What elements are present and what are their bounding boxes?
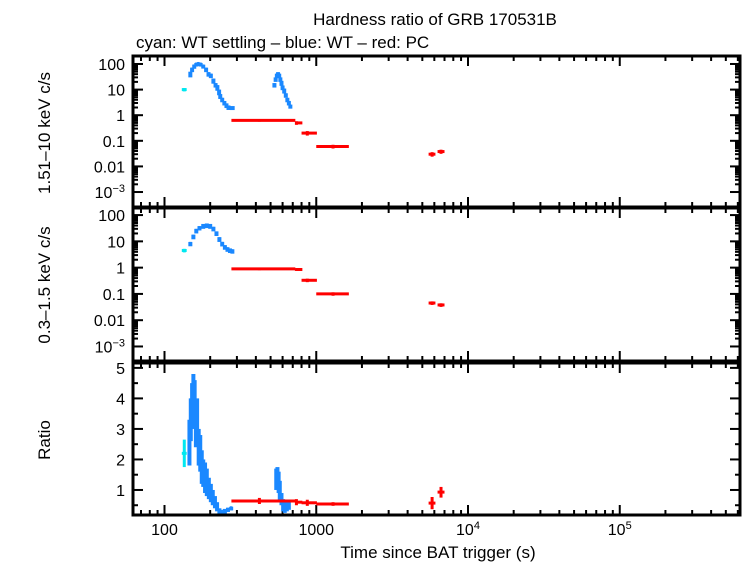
y-tick-label: 0.1	[103, 287, 125, 304]
y-tick-label: 100	[98, 57, 125, 74]
chart-subtitle: cyan: WT settling – blue: WT – red: PC	[136, 33, 429, 52]
y-tick-label: 10	[107, 234, 125, 251]
chart-title: Hardness ratio of GRB 170531B	[313, 10, 557, 29]
y-tick-label: 2	[116, 452, 125, 469]
y-tick-label: 0.1	[103, 134, 125, 151]
x-tick-label: 105	[608, 520, 632, 539]
y-axis-label-panel-3: Ratio	[35, 420, 54, 460]
y-axis-label-panel-1: 1.51–10 keV c/s	[35, 72, 54, 194]
y-tick-label: 0.01	[94, 313, 125, 330]
y-tick-label: 5	[116, 361, 125, 378]
y-tick-label: 1	[116, 261, 125, 278]
y-tick-label: 3	[116, 422, 125, 439]
panel-frame-1	[131, 54, 742, 209]
y-tick-label: 10	[107, 83, 125, 100]
x-axis-label: Time since BAT trigger (s)	[340, 543, 535, 562]
panel-frame-2	[131, 206, 742, 363]
panel-frame-3	[131, 361, 742, 517]
y-axis-label-panel-2: 0.3–1.5 keV c/s	[35, 226, 54, 343]
y-tick-label: 10−3	[95, 337, 125, 356]
x-tick-label: 104	[456, 520, 480, 539]
y-tick-label: 4	[116, 391, 125, 408]
y-tick-label: 1	[116, 108, 125, 125]
x-tick-label: 100	[151, 522, 178, 539]
y-tick-label: 10−3	[95, 183, 125, 202]
y-tick-label: 100	[98, 208, 125, 225]
y-tick-label: 1	[116, 483, 125, 500]
x-tick-label: 1000	[298, 522, 334, 539]
y-tick-label: 0.01	[94, 159, 125, 176]
